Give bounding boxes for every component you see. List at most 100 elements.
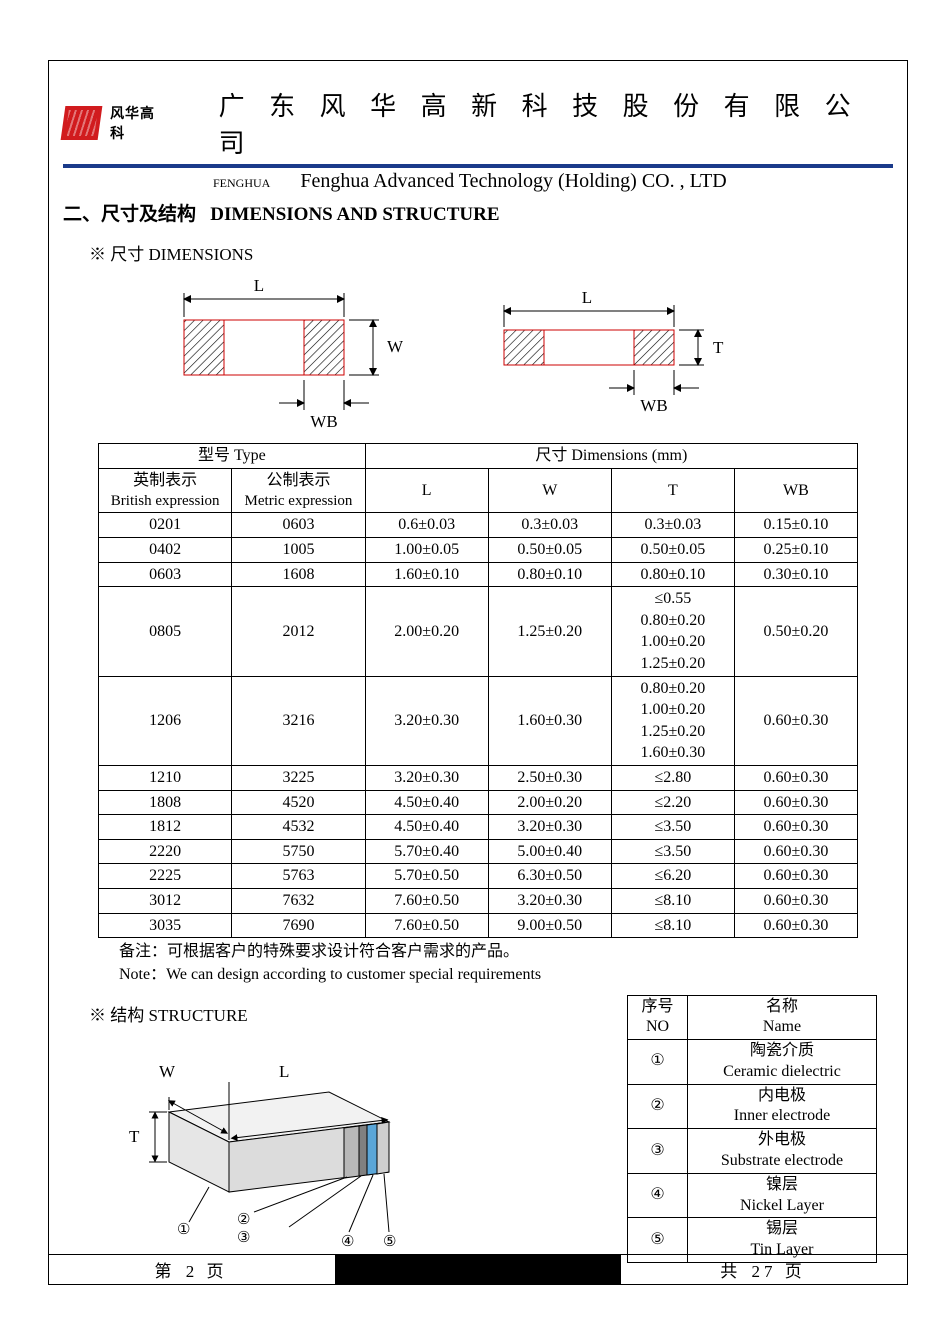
table-cell: 0.60±0.30 [734, 839, 857, 864]
struct-hdr-no-cn: 序号 [636, 997, 679, 1018]
table-row: 222557635.70±0.506.30±0.50≤6.200.60±0.30 [99, 864, 858, 889]
struct-row: ④镍层Nickel Layer [628, 1173, 877, 1218]
table-cell: 3012 [99, 888, 232, 913]
table-cell: 4532 [232, 815, 365, 840]
table-cell: 6.30±0.50 [488, 864, 611, 889]
footer-page-total: 27 [752, 1262, 777, 1281]
table-cell: 4520 [232, 790, 365, 815]
hdr-metric-en: Metric expression [236, 491, 360, 511]
table-cell: 2.00±0.20 [365, 587, 488, 676]
footer-right: 共 27 页 [621, 1255, 907, 1284]
table-cell: 4.50±0.40 [365, 790, 488, 815]
struct-hdr-row: 序号 NO 名称 Name [628, 995, 877, 1040]
logo-row: 风华高科 广 东 风 华 高 新 科 技 股 份 有 限 公 司 [63, 86, 893, 160]
fenghua-small: FENGHUA [213, 176, 270, 191]
table-cell: ≤0.550.80±0.201.00±0.201.25±0.20 [611, 587, 734, 676]
struct-no-cell: ① [628, 1040, 688, 1085]
table-row: 301276327.60±0.503.20±0.30≤8.100.60±0.30 [99, 888, 858, 913]
table-cell: 0.80±0.10 [488, 562, 611, 587]
table-cell: 0.50±0.05 [611, 538, 734, 563]
hdr-metric-cn: 公制表示 [236, 470, 360, 492]
structure-section: ※ 结构 STRUCTURE [49, 987, 907, 1264]
table-cell: 5763 [232, 864, 365, 889]
struct-no-cell: ④ [628, 1173, 688, 1218]
struct-row: ①陶瓷介质Ceramic dielectric [628, 1040, 877, 1085]
table-subheader-row: 英制表示 British expression 公制表示 Metric expr… [99, 468, 858, 513]
struct-label-T: T [129, 1127, 140, 1146]
footer-separator [335, 1255, 621, 1284]
table-cell: 0603 [232, 513, 365, 538]
table-cell: 1210 [99, 765, 232, 790]
table-cell: 2.00±0.20 [488, 790, 611, 815]
table-cell: 1005 [232, 538, 365, 563]
table-cell: 5.00±0.40 [488, 839, 611, 864]
hdr-T: T [611, 468, 734, 513]
table-cell: 0.3±0.03 [611, 513, 734, 538]
hdr-WB: WB [734, 468, 857, 513]
struct-hdr-name: 名称 Name [688, 995, 877, 1040]
section-title-en: DIMENSIONS AND STRUCTURE [210, 204, 499, 225]
note-cn: 备注：可根据客户的特殊要求设计符合客户需求的产品。 [119, 940, 907, 963]
struct-no-cell: ② [628, 1084, 688, 1129]
table-cell: 5.70±0.40 [365, 839, 488, 864]
table-cell: 0603 [99, 562, 232, 587]
hdr-british-cn: 英制表示 [103, 470, 227, 492]
table-cell: 0.3±0.03 [488, 513, 611, 538]
dimension-diagrams: L W WB L T [49, 275, 907, 435]
hdr-british-en: British expression [103, 491, 227, 511]
struct-name-cell: 镍层Nickel Layer [688, 1173, 877, 1218]
table-cell: ≤8.10 [611, 913, 734, 938]
table-cell: 0.30±0.10 [734, 562, 857, 587]
table-cell: 0.60±0.30 [734, 864, 857, 889]
table-cell: 5750 [232, 839, 365, 864]
table-row: 120632163.20±0.301.60±0.300.80±0.201.00±… [99, 676, 858, 765]
table-cell: 1.25±0.20 [488, 587, 611, 676]
table-cell: ≤2.20 [611, 790, 734, 815]
table-row: 303576907.60±0.509.00±0.50≤8.100.60±0.30 [99, 913, 858, 938]
dimensions-subtitle: ※ 尺寸 DIMENSIONS [49, 226, 907, 271]
table-cell: 7.60±0.50 [365, 913, 488, 938]
label-L2: L [582, 288, 592, 307]
table-cell: ≤3.50 [611, 839, 734, 864]
label-W: W [387, 337, 404, 356]
table-cell: 1.60±0.10 [365, 562, 488, 587]
table-cell: 9.00±0.50 [488, 913, 611, 938]
header: 风华高科 广 东 风 华 高 新 科 技 股 份 有 限 公 司 FENGHUA… [49, 61, 907, 193]
table-cell: 1206 [99, 676, 232, 765]
table-cell: 1812 [99, 815, 232, 840]
table-cell: 1.60±0.30 [488, 676, 611, 765]
table-cell: 3216 [232, 676, 365, 765]
table-cell: 5.70±0.50 [365, 864, 488, 889]
table-row: 181245324.50±0.403.20±0.30≤3.500.60±0.30 [99, 815, 858, 840]
header-sub-row: FENGHUA Fenghua Advanced Technology (Hol… [63, 170, 893, 193]
table-cell: ≤3.50 [611, 815, 734, 840]
table-cell: 0.60±0.30 [734, 790, 857, 815]
table-row: 180845204.50±0.402.00±0.20≤2.200.60±0.30 [99, 790, 858, 815]
table-cell: 0.60±0.30 [734, 815, 857, 840]
table-cell: 1808 [99, 790, 232, 815]
table-cell: 7.60±0.50 [365, 888, 488, 913]
hdr-L: L [365, 468, 488, 513]
struct-row: ③外电极Substrate electrode [628, 1129, 877, 1174]
logo-icon [61, 106, 103, 140]
footer-right-pre: 共 [720, 1262, 743, 1281]
structure-left: ※ 结构 STRUCTURE [89, 995, 597, 1264]
table-cell: 0.60±0.30 [734, 913, 857, 938]
table-cell: 0.50±0.05 [488, 538, 611, 563]
callout-4: ④ [341, 1234, 354, 1250]
table-cell: 0.80±0.201.00±0.201.25±0.201.60±0.30 [611, 676, 734, 765]
page-frame: 风华高科 广 东 风 华 高 新 科 技 股 份 有 限 公 司 FENGHUA… [48, 60, 908, 1285]
table-cell: 7690 [232, 913, 365, 938]
struct-label-W: W [159, 1062, 176, 1081]
table-row: 020106030.6±0.030.3±0.030.3±0.030.15±0.1… [99, 513, 858, 538]
notes: 备注：可根据客户的特殊要求设计符合客户需求的产品。 Note：We can de… [49, 940, 907, 986]
table-cell: 4.50±0.40 [365, 815, 488, 840]
table-cell: 0805 [99, 587, 232, 676]
footer-left: 第 2 页 [49, 1255, 335, 1284]
table-cell: 3035 [99, 913, 232, 938]
struct-label-L: L [279, 1062, 289, 1081]
table-cell: 1.00±0.05 [365, 538, 488, 563]
table-cell: ≤8.10 [611, 888, 734, 913]
table-cell: 0.60±0.30 [734, 676, 857, 765]
hdr-type: 型号 Type [99, 444, 366, 469]
